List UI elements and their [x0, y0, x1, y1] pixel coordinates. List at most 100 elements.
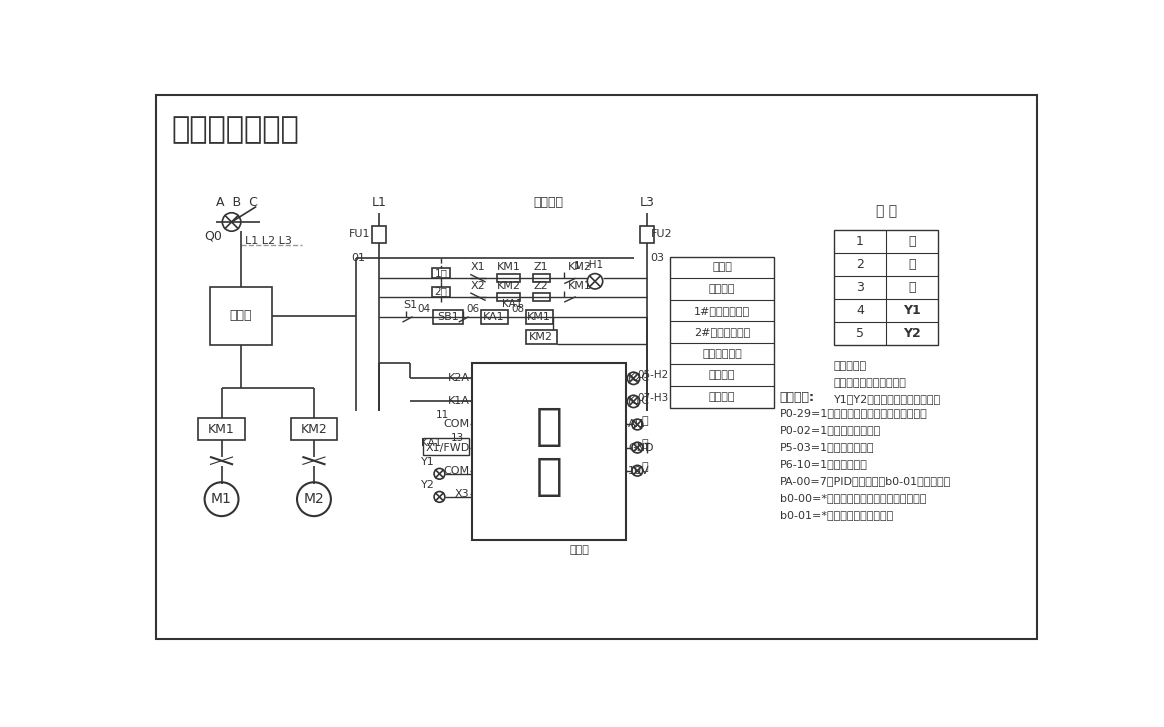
Text: 11: 11 — [435, 410, 448, 420]
Bar — [432, 268, 450, 278]
Text: KM1: KM1 — [208, 422, 235, 435]
Text: 熔断器: 熔断器 — [712, 262, 732, 273]
Text: 2#电机交流控制: 2#电机交流控制 — [694, 327, 750, 337]
Circle shape — [632, 465, 643, 476]
Text: L1: L1 — [372, 196, 386, 209]
Bar — [372, 226, 386, 243]
Text: P0-02=1（运行指令通道）: P0-02=1（运行指令通道） — [780, 425, 881, 435]
Text: 黄: 黄 — [908, 235, 916, 248]
Text: 1#电机交流控制: 1#电机交流控制 — [694, 305, 750, 316]
Text: KA1: KA1 — [502, 299, 521, 309]
Circle shape — [627, 395, 640, 408]
Bar — [198, 418, 244, 440]
Text: K1C: K1C — [629, 396, 651, 406]
Text: 黄、绿、红接远传压力表: 黄、绿、红接远传压力表 — [833, 377, 907, 387]
Text: 07-H3: 07-H3 — [638, 393, 668, 403]
Circle shape — [434, 491, 445, 502]
Text: 变频器: 变频器 — [229, 310, 253, 323]
Text: KM1: KM1 — [568, 281, 592, 291]
Text: b0-01=*（目标压力数字给定）: b0-01=*（目标压力数字给定） — [780, 510, 893, 520]
Text: Y2: Y2 — [421, 480, 435, 490]
Text: KM1: KM1 — [527, 312, 551, 322]
Text: 红: 红 — [908, 281, 916, 294]
Text: 01: 01 — [352, 253, 365, 263]
Text: 参数修改:: 参数修改: — [780, 391, 815, 404]
Bar — [533, 293, 551, 300]
Text: 08: 08 — [512, 304, 525, 313]
Text: 端 子: 端 子 — [875, 204, 896, 218]
Bar — [210, 287, 271, 345]
Text: 变频启停控制: 变频启停控制 — [702, 349, 741, 358]
Text: 03: 03 — [651, 253, 665, 263]
Bar — [433, 310, 462, 324]
Text: L1 L2 L3: L1 L2 L3 — [244, 236, 291, 246]
Text: KA1: KA1 — [420, 438, 441, 448]
Text: 4: 4 — [856, 304, 864, 317]
Text: 至端子: 至端子 — [569, 545, 589, 555]
Circle shape — [588, 273, 603, 289]
Circle shape — [627, 372, 640, 385]
Text: AI1: AI1 — [629, 419, 646, 430]
Text: 红: 红 — [641, 439, 648, 449]
Text: Z2: Z2 — [534, 281, 548, 291]
Text: -H1: -H1 — [585, 260, 604, 270]
Bar — [526, 330, 556, 344]
Text: PA-00=7（PID给定源，由b0-01压力给定）: PA-00=7（PID给定源，由b0-01压力给定） — [780, 476, 951, 486]
Text: K1A: K1A — [448, 396, 469, 406]
Text: 电源指示: 电源指示 — [709, 284, 736, 294]
Text: 1: 1 — [574, 261, 581, 271]
Text: K2A: K2A — [447, 373, 469, 383]
Bar — [497, 293, 520, 300]
Text: P6-10=1（自由停车）: P6-10=1（自由停车） — [780, 459, 867, 469]
Text: KM2: KM2 — [530, 332, 553, 342]
Circle shape — [434, 468, 445, 479]
Circle shape — [297, 482, 331, 516]
Text: KM2: KM2 — [568, 262, 592, 272]
Text: L3: L3 — [640, 196, 655, 209]
Text: COM: COM — [443, 466, 469, 475]
Text: X2: X2 — [470, 281, 485, 291]
Text: Y1、Y2接缺水保护（闭合保护）: Y1、Y2接缺水保护（闭合保护） — [833, 395, 941, 404]
Text: 13: 13 — [450, 433, 464, 443]
Bar — [497, 274, 520, 282]
Bar — [471, 363, 626, 540]
Text: GND: GND — [629, 443, 654, 453]
Text: Y1: Y1 — [903, 304, 921, 317]
Bar — [640, 226, 654, 243]
Text: 1号: 1号 — [434, 268, 447, 278]
Text: Z1: Z1 — [534, 262, 548, 272]
Text: X1: X1 — [470, 262, 485, 272]
Text: 变
频: 变 频 — [535, 405, 562, 498]
Text: KM2: KM2 — [497, 281, 520, 291]
Text: KM2: KM2 — [300, 422, 327, 435]
Text: 绿: 绿 — [908, 258, 916, 271]
Text: 04: 04 — [418, 304, 431, 313]
Text: SB1: SB1 — [436, 312, 459, 322]
Text: X3: X3 — [455, 489, 469, 499]
Text: 一用一备接线图: 一用一备接线图 — [171, 115, 299, 144]
Text: M1: M1 — [211, 492, 232, 506]
Text: 2号: 2号 — [434, 286, 447, 297]
Text: 06: 06 — [467, 304, 480, 313]
Circle shape — [222, 213, 241, 231]
Text: 故障指示: 故障指示 — [709, 392, 736, 402]
Text: 3: 3 — [856, 281, 864, 294]
Bar — [670, 257, 774, 408]
Text: Q0: Q0 — [204, 230, 221, 243]
Bar — [526, 310, 553, 324]
Text: 2: 2 — [856, 258, 864, 271]
Circle shape — [632, 419, 643, 430]
Text: 05-H2: 05-H2 — [638, 370, 668, 380]
Bar — [432, 286, 450, 297]
Text: 1: 1 — [856, 235, 864, 248]
Bar — [291, 418, 338, 440]
Bar — [533, 274, 551, 282]
Text: 黄: 黄 — [641, 416, 648, 425]
Circle shape — [632, 442, 643, 453]
Text: 运行指示: 运行指示 — [709, 370, 736, 380]
Text: X1/FWD: X1/FWD — [425, 443, 469, 453]
Circle shape — [205, 482, 239, 516]
Text: 控制回路: 控制回路 — [534, 196, 563, 209]
Text: P5-03=1（变频运行中）: P5-03=1（变频运行中） — [780, 442, 874, 452]
Text: K2C: K2C — [629, 373, 651, 383]
